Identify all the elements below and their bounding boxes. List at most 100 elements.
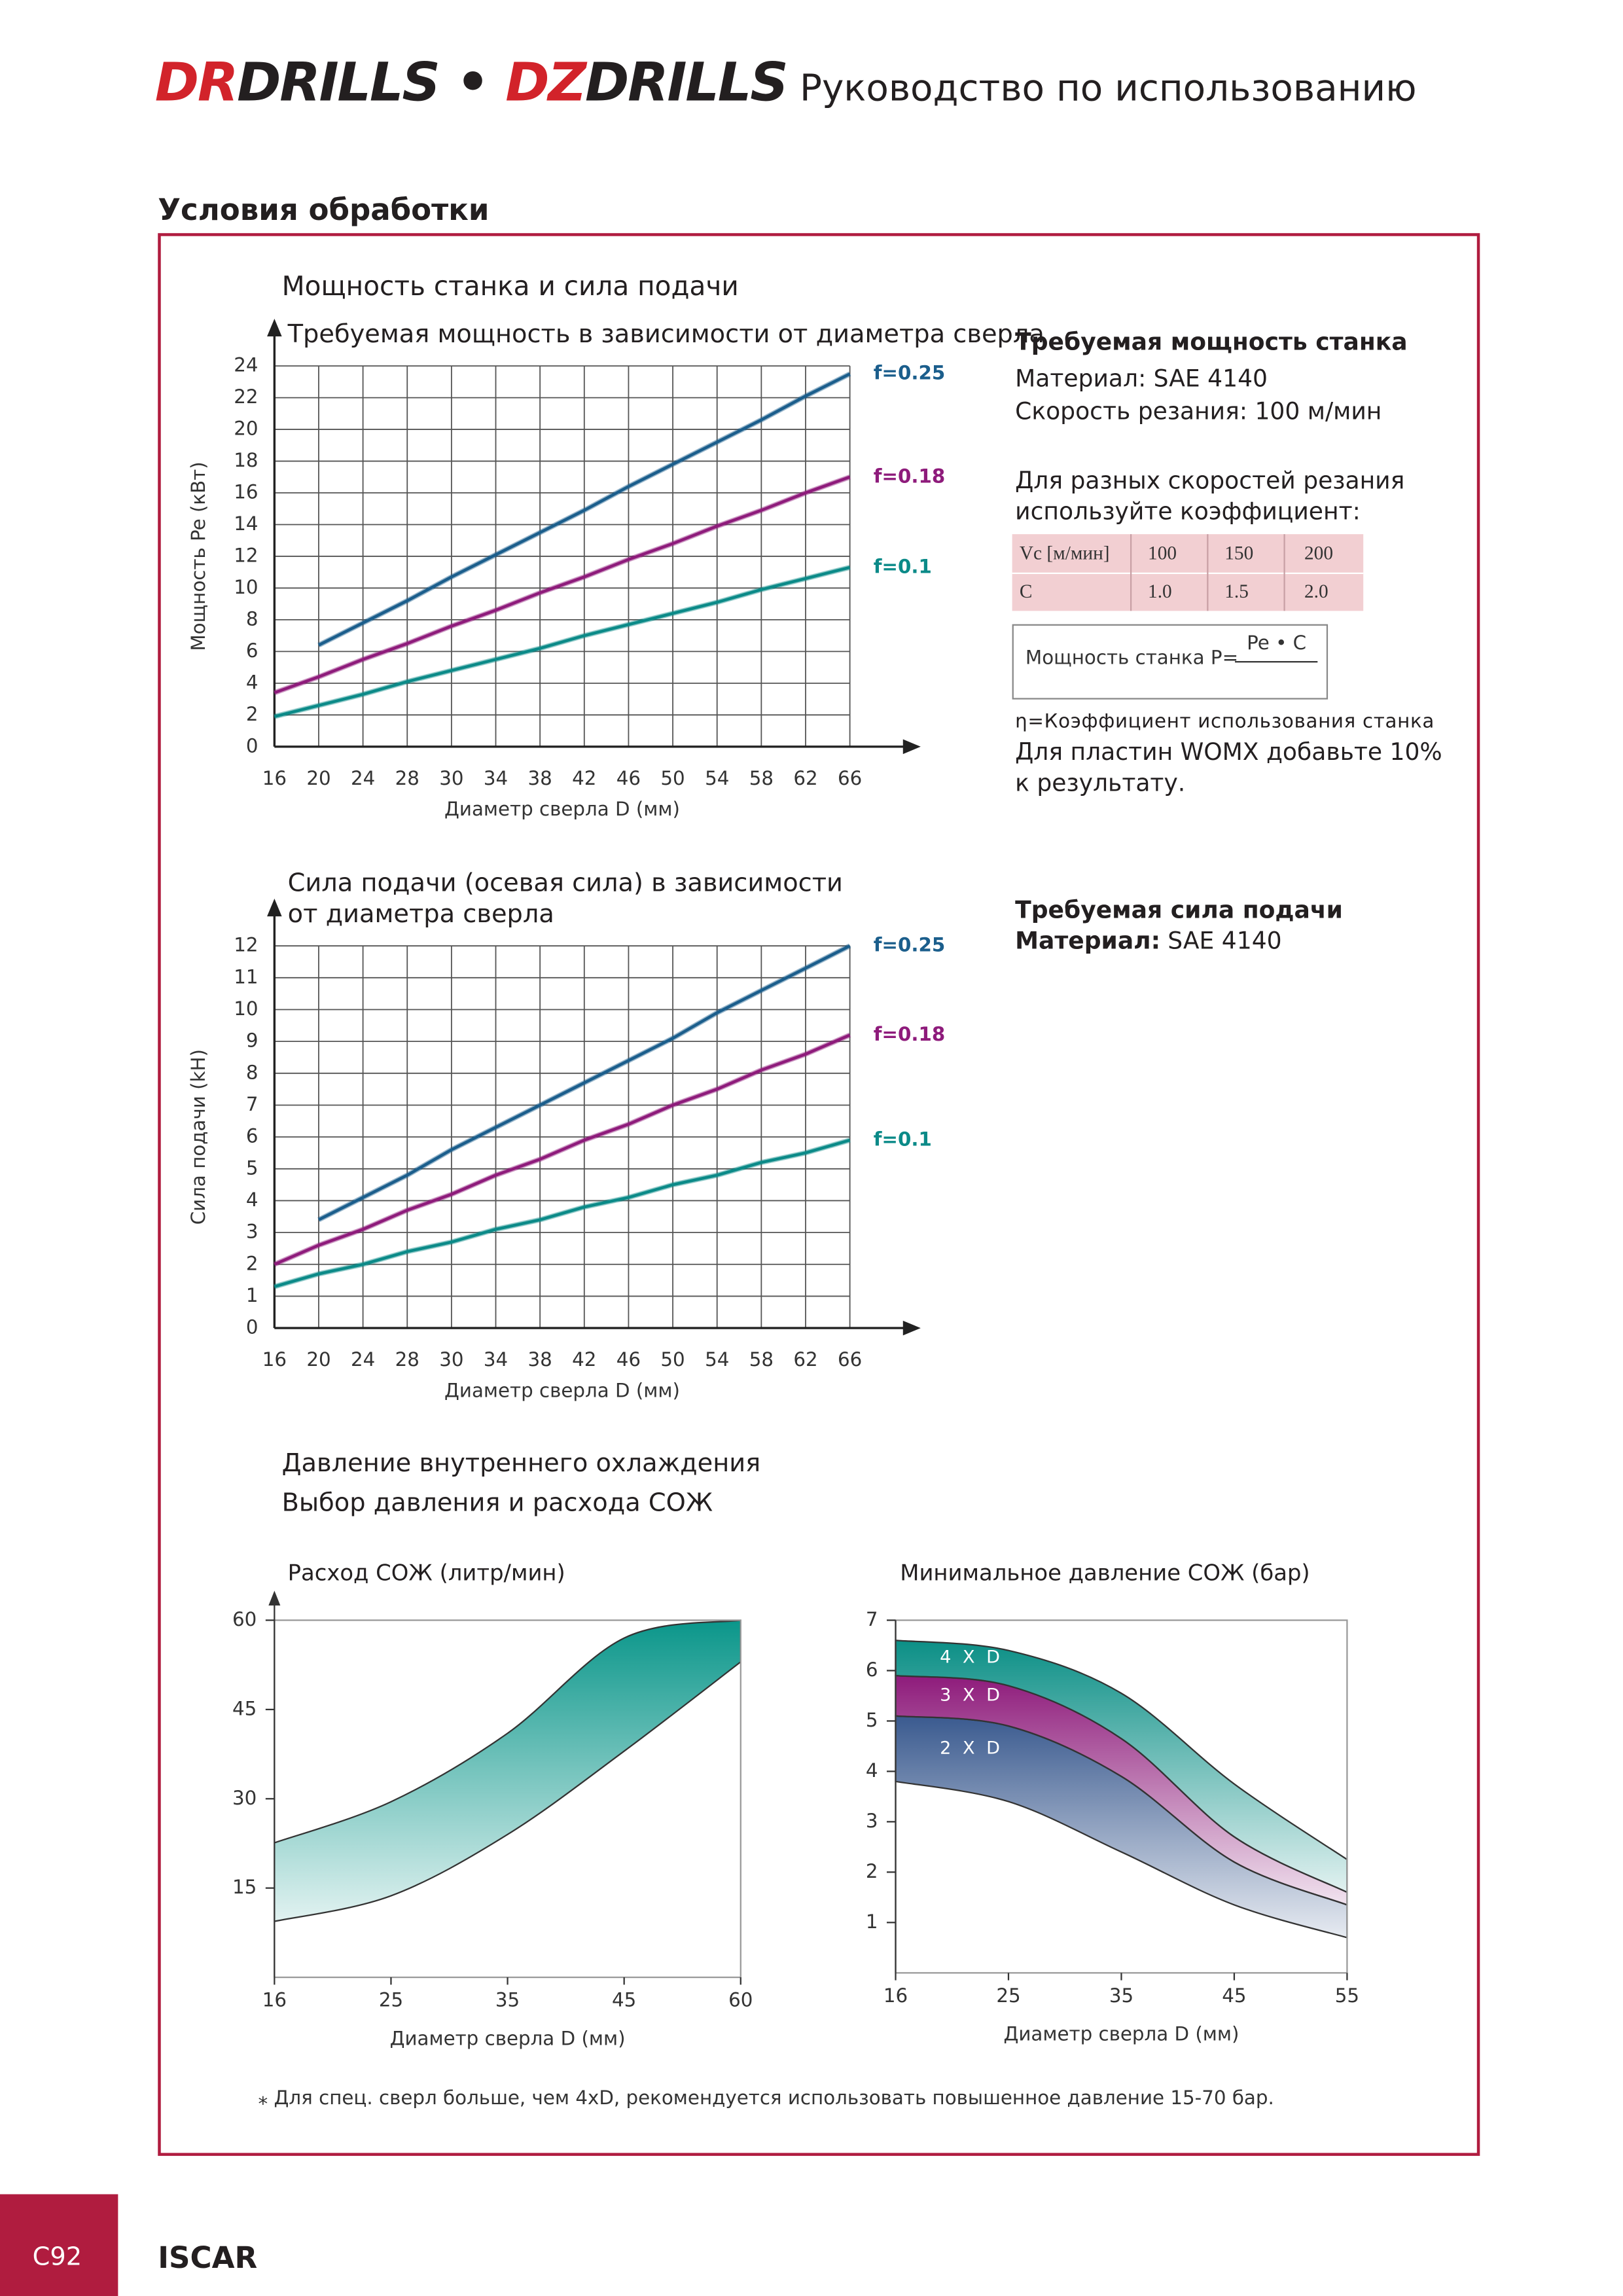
series-label: f=0.1 xyxy=(874,555,932,577)
table-rule xyxy=(1283,534,1285,611)
y-tick-label: 2 xyxy=(866,1860,878,1882)
logo-separator: • xyxy=(455,53,490,114)
x-tick-label: 45 xyxy=(612,1989,636,2011)
chart-title: Расход СОЖ (литр/мин) xyxy=(287,1560,565,1587)
x-tick-label: 28 xyxy=(395,767,419,789)
page-tab: C92 xyxy=(0,2194,118,2296)
header-title: Руководство по использованию xyxy=(799,66,1417,109)
y-tick-label: 4 xyxy=(246,671,259,693)
table-cell: 100 xyxy=(1148,541,1177,564)
table-cell: 1.0 xyxy=(1148,580,1172,602)
series-line xyxy=(274,1138,851,1288)
x-tick-label: 38 xyxy=(528,1348,552,1371)
info-text: Скорость резания: 100 м/мин xyxy=(1015,397,1382,425)
table-rule xyxy=(1130,534,1132,611)
x-axis-arrow xyxy=(902,1320,921,1336)
logo-part: DZ xyxy=(505,53,586,114)
band-label: 4 X D xyxy=(940,1647,1003,1668)
x-tick-label: 30 xyxy=(439,1348,463,1371)
table-rule xyxy=(1012,572,1364,575)
x-tick-label: 24 xyxy=(351,1348,375,1371)
x-tick-label: 24 xyxy=(351,767,375,789)
y-tick-label: 10 xyxy=(234,576,258,598)
series-line xyxy=(274,1033,851,1266)
series-line xyxy=(317,372,851,647)
y-tick-label: 7 xyxy=(866,1608,878,1630)
x-tick-label: 35 xyxy=(1109,1984,1133,2007)
y-axis-label: Мощность Pe (кВт) xyxy=(187,461,209,651)
y-tick-label: 4 xyxy=(866,1759,878,1782)
info-value: SAE 4140 xyxy=(1168,926,1282,955)
x-tick-label: 30 xyxy=(439,767,463,789)
table-cell: 2.0 xyxy=(1304,580,1329,602)
logo-part: DRILLS xyxy=(584,53,789,114)
x-tick-label: 16 xyxy=(883,1984,908,2007)
y-tick-label: 8 xyxy=(246,1061,259,1083)
section-title: Условия обработки xyxy=(158,192,490,228)
coefficient-table: Vc [м/мин] 100 150 200 C 1.0 1.5 2.0 xyxy=(1012,534,1364,611)
y-tick-label: 18 xyxy=(234,449,258,471)
info-label: Материал: xyxy=(1015,926,1161,955)
y-tick-label: 60 xyxy=(232,1608,257,1630)
y-tick-label: 24 xyxy=(234,354,258,376)
x-tick-label: 42 xyxy=(572,767,596,789)
y-tick-label: 2 xyxy=(246,703,259,725)
y-axis-arrow xyxy=(267,899,282,917)
formula-label: Мощность станка P= xyxy=(1025,647,1239,670)
y-tick-label: 9 xyxy=(246,1030,259,1052)
series-label: f=0.25 xyxy=(874,934,946,956)
info-note: Для пластин WOMX добавьте 10% к результа… xyxy=(1015,738,1442,797)
y-tick-label: 22 xyxy=(234,386,258,408)
info-note: η=Коэффициент использования станка xyxy=(1015,711,1435,734)
y-tick-label: 3 xyxy=(246,1221,259,1243)
info-text: Для разных скоростей резания используйте… xyxy=(1015,466,1405,526)
formula-box: Мощность станка P= Pe • C xyxy=(1012,624,1329,700)
x-tick-label: 16 xyxy=(262,1348,287,1371)
y-tick-label: 6 xyxy=(866,1659,878,1681)
x-tick-label: 62 xyxy=(793,1348,817,1371)
info-title: Требуемая мощность станка xyxy=(1015,327,1408,356)
y-tick-label: 6 xyxy=(246,1125,259,1147)
x-tick-label: 54 xyxy=(705,1348,729,1371)
x-tick-label: 42 xyxy=(572,1348,596,1371)
y-tick-label: 0 xyxy=(246,734,259,757)
x-tick-label: 35 xyxy=(495,1989,520,2011)
y-tick-label: 14 xyxy=(234,512,258,535)
page-number: C92 xyxy=(32,2242,82,2272)
series-label: f=0.25 xyxy=(874,362,946,384)
flow-band xyxy=(274,1620,741,1922)
info-text: Материал: SAE 4140 xyxy=(1015,364,1268,393)
x-tick-label: 46 xyxy=(616,1348,641,1371)
info-title: Требуемая сила подачи xyxy=(1015,895,1343,924)
x-axis-arrow xyxy=(902,739,921,755)
y-tick-label: 2 xyxy=(246,1252,259,1274)
x-tick-label: 66 xyxy=(838,1348,862,1371)
x-tick-label: 28 xyxy=(395,1348,419,1371)
table-cell: C xyxy=(1019,580,1033,602)
footer-brand: ISCAR xyxy=(158,2240,258,2276)
series-label: f=0.18 xyxy=(874,465,946,487)
series-label: f=0.1 xyxy=(874,1128,932,1150)
y-tick-label: 12 xyxy=(234,544,258,566)
x-tick-label: 16 xyxy=(262,1989,287,2011)
table-cell: Vc [м/мин] xyxy=(1019,541,1110,564)
info-text: Материал: SAE 4140 xyxy=(1015,927,1281,955)
y-tick-label: 12 xyxy=(234,934,258,956)
x-tick-label: 34 xyxy=(484,1348,508,1371)
y-axis-label: Сила подачи (kH) xyxy=(187,1049,209,1225)
table-cell: 200 xyxy=(1304,541,1333,564)
series-line xyxy=(274,565,851,718)
y-tick-label: 15 xyxy=(232,1876,257,1898)
y-tick-label: 10 xyxy=(234,997,258,1020)
y-tick-label: 20 xyxy=(234,418,258,440)
x-axis-label: Диаметр сверла D (мм) xyxy=(444,1380,680,1402)
x-tick-label: 38 xyxy=(528,767,552,789)
y-tick-label: 30 xyxy=(232,1787,257,1809)
y-axis-arrow xyxy=(268,1590,281,1605)
content-frame xyxy=(158,233,1480,2156)
chart-title: Сила подачи (осевая сила) в зависимости … xyxy=(287,869,843,930)
x-tick-label: 58 xyxy=(749,767,774,789)
y-tick-label: 7 xyxy=(246,1093,259,1115)
